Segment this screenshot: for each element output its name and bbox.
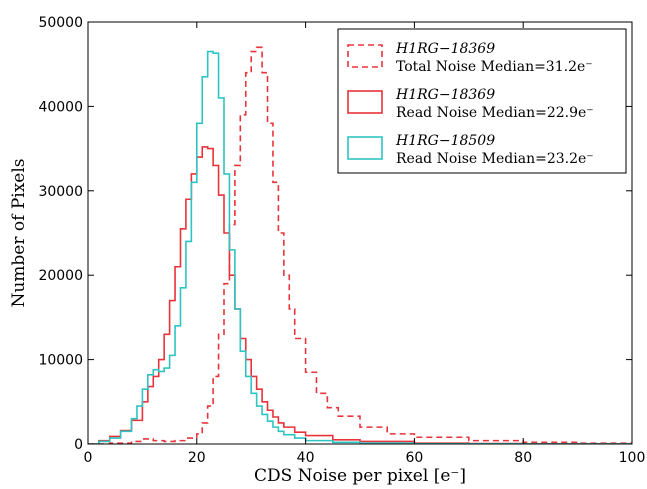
legend-label-2-detector: H1RG−18369: [395, 87, 495, 103]
legend-label-1-median: Total Noise Median=31.2e⁻: [396, 59, 593, 75]
y-tick-label: 0: [74, 437, 83, 453]
y-tick-label: 50000: [38, 15, 83, 31]
x-tick-label: 80: [514, 450, 532, 466]
y-axis-label: Number of Pixels: [9, 158, 29, 307]
legend-label-3-detector: H1RG−18509: [395, 133, 495, 149]
legend-box: [337, 28, 627, 174]
x-tick-label: 100: [619, 450, 646, 466]
y-tick-label: 10000: [38, 353, 83, 369]
series-layer: [88, 46, 632, 444]
series-3-line: [88, 50, 632, 444]
y-axis: 0 10000 20000 30000 40000 50000: [38, 15, 632, 453]
legend-swatch-2: [347, 90, 383, 114]
x-tick-label: 0: [84, 450, 93, 466]
legend: H1RG−18369 Total Noise Median=31.2e⁻ H1RG−…: [337, 28, 627, 174]
legend-swatch-1: [347, 44, 383, 68]
y-tick-label: 30000: [38, 184, 83, 200]
plot-frame: [87, 21, 633, 445]
y-tick-label: 20000: [38, 268, 83, 284]
legend-label-1-detector: H1RG−18369: [395, 41, 495, 57]
x-axis-label: CDS Noise per pixel [e⁻]: [254, 466, 466, 486]
legend-swatch-3: [347, 136, 383, 160]
series-2-line: [88, 146, 632, 444]
x-tick-label: 40: [297, 450, 315, 466]
legend-label-2-median: Read Noise Median=22.9e⁻: [396, 105, 594, 121]
y-tick-label: 40000: [38, 99, 83, 115]
x-axis: 0 20 40 60 80 100: [84, 22, 646, 466]
legend-label-3-median: Read Noise Median=23.2e⁻: [396, 151, 594, 167]
x-tick-label: 20: [188, 450, 206, 466]
x-tick-label: 60: [405, 450, 423, 466]
